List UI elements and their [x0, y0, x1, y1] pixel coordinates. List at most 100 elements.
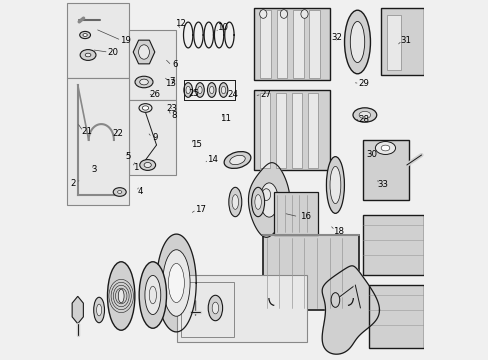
- Ellipse shape: [229, 156, 245, 165]
- Ellipse shape: [349, 22, 364, 63]
- Ellipse shape: [85, 53, 91, 57]
- Text: 31: 31: [400, 36, 410, 45]
- Text: 32: 32: [331, 33, 342, 42]
- Ellipse shape: [168, 264, 184, 302]
- Text: 3: 3: [91, 166, 97, 175]
- Ellipse shape: [183, 83, 192, 97]
- Ellipse shape: [219, 83, 227, 97]
- Text: 25: 25: [187, 89, 199, 98]
- Ellipse shape: [254, 195, 261, 209]
- Ellipse shape: [212, 302, 218, 314]
- Polygon shape: [156, 234, 196, 332]
- Text: 5: 5: [125, 152, 131, 161]
- Bar: [291, 93, 302, 168]
- Text: 17: 17: [195, 205, 205, 214]
- Text: 8: 8: [171, 111, 177, 120]
- Ellipse shape: [251, 187, 264, 217]
- Bar: [66, 78, 128, 205]
- Text: 29: 29: [357, 79, 368, 88]
- Bar: [66, 3, 128, 78]
- Text: 14: 14: [206, 155, 217, 163]
- Ellipse shape: [380, 145, 389, 151]
- Ellipse shape: [300, 10, 307, 18]
- Bar: [292, 10, 303, 78]
- Bar: [259, 93, 269, 168]
- Ellipse shape: [228, 187, 241, 217]
- Text: 12: 12: [175, 19, 185, 28]
- Ellipse shape: [208, 295, 222, 321]
- Bar: [181, 282, 233, 337]
- Ellipse shape: [352, 108, 376, 122]
- Polygon shape: [248, 163, 289, 237]
- Ellipse shape: [163, 250, 190, 316]
- Bar: [362, 215, 423, 275]
- Ellipse shape: [113, 188, 126, 196]
- Ellipse shape: [107, 262, 135, 330]
- Ellipse shape: [144, 275, 161, 315]
- Ellipse shape: [232, 195, 238, 209]
- Text: 1: 1: [133, 163, 138, 172]
- Bar: [307, 93, 318, 168]
- Bar: [254, 90, 329, 170]
- Text: 13: 13: [165, 79, 176, 88]
- Ellipse shape: [139, 262, 166, 328]
- Bar: [128, 30, 176, 100]
- Ellipse shape: [207, 83, 216, 97]
- Ellipse shape: [260, 183, 278, 217]
- Text: 24: 24: [227, 90, 238, 99]
- Text: 26: 26: [149, 90, 161, 99]
- Text: 22: 22: [112, 130, 123, 139]
- Text: 9: 9: [152, 133, 158, 142]
- Ellipse shape: [224, 152, 250, 168]
- Bar: [368, 285, 423, 348]
- Ellipse shape: [185, 86, 190, 94]
- Ellipse shape: [139, 104, 152, 112]
- Ellipse shape: [344, 10, 370, 74]
- Ellipse shape: [118, 289, 124, 303]
- Text: 16: 16: [300, 212, 310, 221]
- Ellipse shape: [144, 162, 151, 167]
- Ellipse shape: [80, 31, 90, 39]
- Ellipse shape: [358, 111, 370, 118]
- Bar: [362, 140, 408, 200]
- Bar: [380, 8, 423, 75]
- Bar: [263, 235, 358, 310]
- Bar: [274, 192, 318, 235]
- Text: 23: 23: [166, 104, 177, 113]
- Bar: [386, 15, 401, 70]
- Ellipse shape: [375, 141, 395, 154]
- Ellipse shape: [117, 190, 122, 193]
- Text: 7: 7: [169, 77, 175, 86]
- Ellipse shape: [329, 166, 340, 204]
- Ellipse shape: [97, 304, 102, 316]
- Ellipse shape: [140, 159, 155, 170]
- Ellipse shape: [83, 33, 87, 36]
- Text: 18: 18: [333, 227, 344, 236]
- Ellipse shape: [326, 157, 344, 213]
- Ellipse shape: [259, 10, 266, 18]
- Text: 21: 21: [81, 127, 92, 136]
- Bar: [128, 100, 176, 175]
- Ellipse shape: [135, 76, 153, 88]
- Text: 2: 2: [71, 179, 76, 188]
- Bar: [254, 8, 329, 80]
- Text: 15: 15: [191, 140, 202, 149]
- Text: 4: 4: [137, 187, 142, 196]
- Text: 10: 10: [216, 23, 227, 32]
- Ellipse shape: [221, 86, 225, 94]
- Bar: [276, 10, 287, 78]
- Ellipse shape: [197, 86, 202, 94]
- Text: 27: 27: [259, 90, 270, 99]
- Text: 20: 20: [107, 48, 118, 57]
- Ellipse shape: [280, 10, 287, 18]
- Polygon shape: [72, 296, 83, 324]
- Bar: [260, 10, 270, 78]
- Bar: [308, 10, 319, 78]
- Ellipse shape: [80, 50, 96, 60]
- Polygon shape: [322, 266, 379, 354]
- Bar: [177, 275, 307, 342]
- Bar: [275, 93, 285, 168]
- Text: 30: 30: [366, 150, 377, 159]
- Text: 19: 19: [119, 36, 130, 45]
- Text: 11: 11: [220, 114, 231, 123]
